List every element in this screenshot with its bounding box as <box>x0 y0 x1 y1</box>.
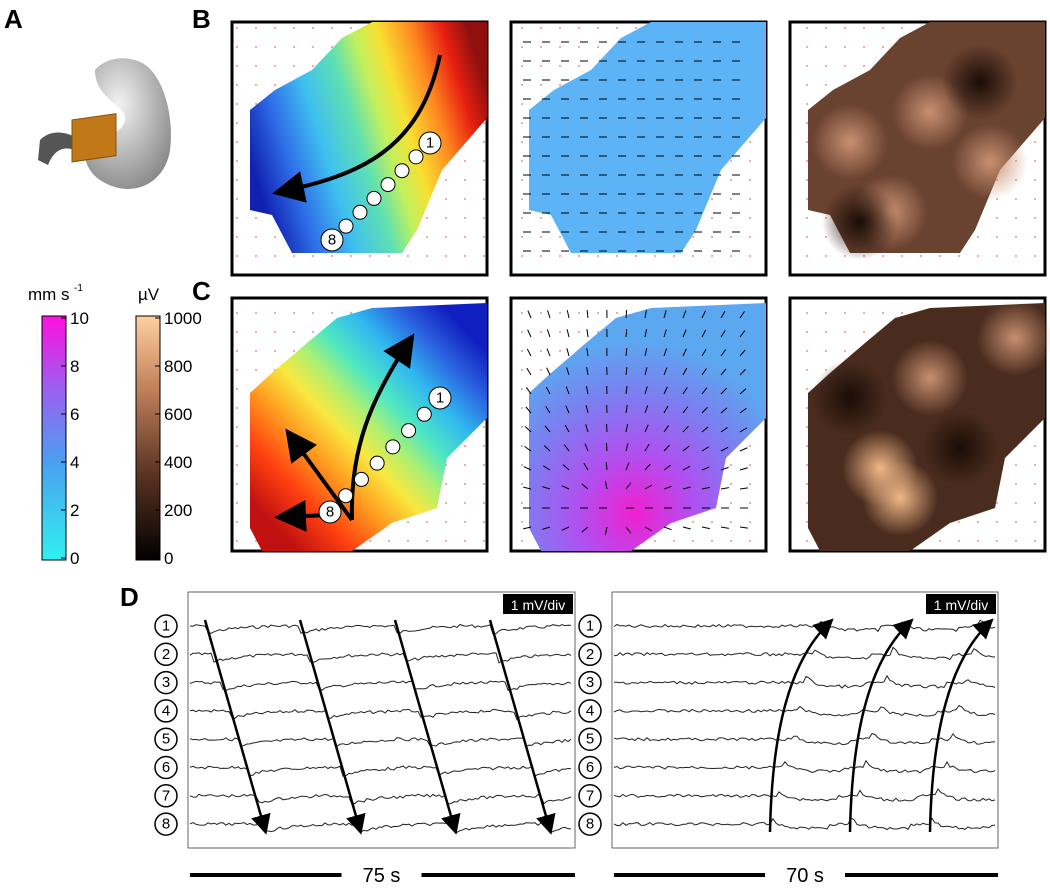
electrode <box>381 178 395 192</box>
amplitude-patch <box>952 124 1028 200</box>
colorbar-tick-label: 200 <box>164 501 192 520</box>
electrode <box>370 456 384 470</box>
amplitude-patch <box>977 300 1050 376</box>
electrode-label: 7 <box>162 787 170 804</box>
electrode-label: 1 <box>436 390 444 407</box>
scale-label: 1 mV/div <box>511 597 565 613</box>
colorbar-tick-label: 600 <box>164 405 192 424</box>
electrode <box>353 205 367 219</box>
trace <box>614 761 995 773</box>
trace <box>614 620 995 631</box>
trace <box>190 653 571 663</box>
amplitude-patch <box>812 104 888 180</box>
trace <box>190 738 571 747</box>
electrode-label: 6 <box>586 759 594 776</box>
colorbar <box>42 316 66 560</box>
electrode-label: 1 <box>586 618 594 635</box>
trace <box>614 706 995 717</box>
trace <box>190 681 571 691</box>
vector-arrow <box>626 329 627 337</box>
electrode <box>339 219 353 233</box>
trace <box>190 823 571 833</box>
colorbar-unit-exponent: -1 <box>74 283 83 294</box>
stomach-illustration <box>38 58 171 189</box>
electrode <box>386 440 400 454</box>
panel-label: A <box>4 4 23 34</box>
panel-label: D <box>120 582 139 612</box>
amplitude-patch <box>822 184 898 260</box>
electrode <box>417 407 431 421</box>
trace <box>190 625 571 635</box>
propagation-arrow <box>395 620 455 830</box>
vector-arrow <box>626 310 627 318</box>
colorbar-tick-label: 1000 <box>164 309 202 328</box>
electrode <box>339 489 353 503</box>
time-scale-label: 70 s <box>786 865 824 887</box>
electrode-label: 2 <box>162 646 170 663</box>
amplitude-patch <box>892 340 968 416</box>
electrode-label: 2 <box>586 646 594 663</box>
electrode-label: 5 <box>586 731 594 748</box>
colorbar-tick-label: 0 <box>164 549 173 568</box>
amplitude-patch <box>812 360 888 436</box>
electrode-label: 4 <box>162 702 170 719</box>
traces: 1 mV/div 1 2 3 4 5 6 7 8 75 s 1 mV/div 1 2 3 4 5 6 7 8 70 s <box>155 592 998 887</box>
electrode-label: 4 <box>586 702 594 719</box>
electrode-label: 1 <box>426 135 434 152</box>
colorbar-unit: µV <box>138 285 160 304</box>
colorbar-amplitude: µV <box>136 285 160 560</box>
propagation-arrow <box>205 620 265 830</box>
colorbar-tick-label: 400 <box>164 453 192 472</box>
colorbar-tick-label: 10 <box>70 309 89 328</box>
vector-arrow <box>606 443 607 451</box>
colorbar-tick-label: 8 <box>70 357 79 376</box>
colorbar-ticks: 10 8 6 4 2 0 1000 800 600 400 200 0 <box>61 309 202 568</box>
time-scale-label: 75 s <box>363 865 401 887</box>
trace <box>614 818 995 830</box>
colorbar-tick-label: 800 <box>164 357 192 376</box>
electrode <box>402 424 416 438</box>
electrode-label: 3 <box>586 674 594 691</box>
colorbar-tick-label: 6 <box>70 405 79 424</box>
amplitude-patch <box>862 460 938 536</box>
electrode <box>354 472 368 486</box>
trace <box>190 794 571 804</box>
colorbar <box>136 316 160 560</box>
electrode-label: 8 <box>328 232 336 249</box>
electrode-label: 5 <box>162 731 170 748</box>
scale-label: 1 mV/div <box>934 597 988 613</box>
panel-label: B <box>192 4 211 34</box>
colorbar-tick-label: 0 <box>70 549 79 568</box>
electrode-label: 8 <box>326 504 334 521</box>
trace-frame <box>612 592 998 848</box>
electrode-label: 3 <box>162 674 170 691</box>
trace <box>614 789 995 801</box>
electrode <box>395 164 409 178</box>
electrode-label: 8 <box>162 816 170 833</box>
amplitude-patch <box>942 44 1018 120</box>
propagation-arrow <box>490 620 550 830</box>
colorbar-unit: mm s <box>28 285 70 304</box>
colorbar-tick-label: 4 <box>70 453 79 472</box>
amplitude-patch <box>922 410 998 486</box>
electrode-label: 7 <box>586 787 594 804</box>
trace <box>614 676 995 688</box>
panel-label: C <box>192 276 211 306</box>
propagation-arrow <box>300 620 360 830</box>
electrode-label: 1 <box>162 618 170 635</box>
trace <box>190 709 571 719</box>
colorbar-tick-label: 2 <box>70 501 79 520</box>
electrode-label: 6 <box>162 759 170 776</box>
electrode <box>409 150 423 164</box>
electrode <box>367 191 381 205</box>
electrode-label: 8 <box>586 816 594 833</box>
